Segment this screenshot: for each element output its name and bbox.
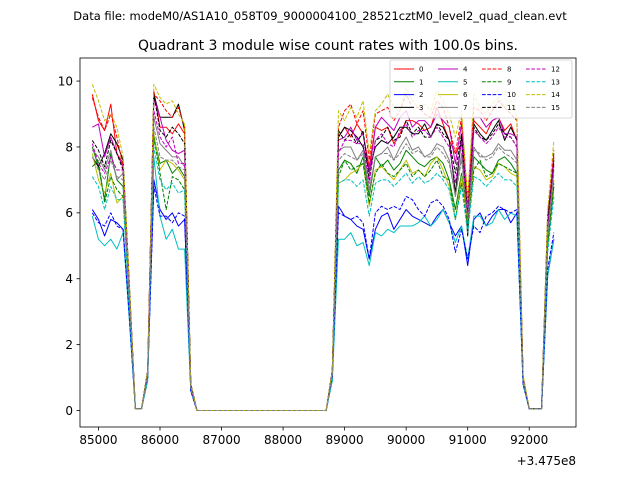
legend-label-3: 3: [419, 104, 423, 112]
series-line-12: [91, 110, 555, 412]
series-line-2: [91, 179, 555, 412]
series-line-6: [91, 133, 555, 412]
axes: 85000 86000 87000 88000 89000 90000 91000 92000…: [58, 57, 577, 447]
legend-label-6: 6: [463, 91, 468, 99]
series-line-13: [91, 146, 555, 412]
chart-title: Quadrant 3 module wise count rates with …: [138, 38, 518, 54]
legend-label-11: 11: [507, 104, 516, 112]
legend-label-0: 0: [419, 66, 423, 74]
plot-frame: [79, 57, 577, 428]
y-tick-label: 2: [65, 338, 73, 352]
y-tick-label: 0: [65, 404, 73, 418]
x-tick-label: 85000: [79, 433, 117, 447]
series-line-15: [91, 126, 555, 412]
legend-label-1: 1: [419, 78, 423, 86]
y-tick-label: 6: [65, 206, 73, 220]
series-line-14: [91, 83, 555, 412]
legend-label-15: 15: [551, 104, 560, 112]
legend-label-9: 9: [507, 78, 511, 86]
legend-label-4: 4: [463, 66, 468, 74]
legend-label-5: 5: [463, 78, 467, 86]
x-tick-label: 88000: [264, 433, 302, 447]
x-tick-label: 89000: [326, 433, 364, 447]
series-line-7: [91, 116, 555, 412]
legend-label-10: 10: [507, 91, 516, 99]
x-tick-label: 92000: [510, 433, 548, 447]
y-tick-label: 4: [65, 272, 73, 286]
y-tick-label: 8: [65, 140, 73, 154]
x-tick-label: 87000: [202, 433, 240, 447]
series-line-5: [91, 156, 555, 412]
series-line-4: [92, 97, 555, 412]
x-tick-label: 90000: [387, 433, 425, 447]
legend-label-12: 12: [551, 66, 560, 74]
data-file-label: Data file: modeM0/AS1A10_058T09_90000041…: [73, 9, 567, 23]
legend-label-13: 13: [551, 78, 560, 86]
y-tick-label: 10: [58, 74, 73, 88]
legend-label-8: 8: [507, 66, 511, 74]
legend-label-7: 7: [463, 104, 467, 112]
legend-label-2: 2: [419, 91, 423, 99]
legend-label-14: 14: [551, 91, 560, 99]
x-tick-label: 86000: [141, 433, 179, 447]
legend-box: [389, 59, 573, 119]
x-tick-label: 91000: [449, 433, 487, 447]
x-offset-label: +3.475e8: [517, 454, 576, 468]
plot-lines: [91, 83, 555, 412]
